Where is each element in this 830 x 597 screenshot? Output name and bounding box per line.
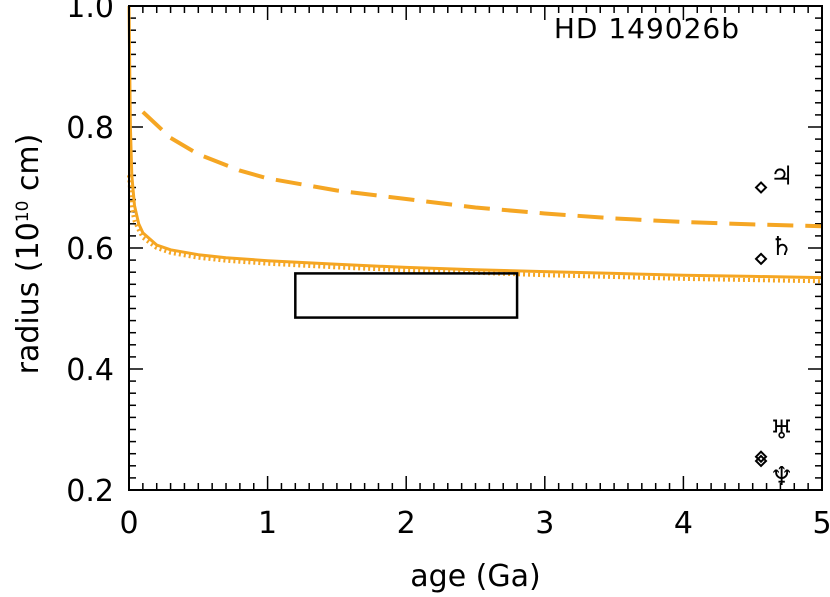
y-tick-label: 0.6 (66, 232, 114, 267)
series-line-dotted (127, 175, 823, 284)
y-axis-label-exponent: 10 (13, 201, 33, 223)
x-tick-label: 0 (119, 506, 138, 541)
model-curves (127, 5, 823, 284)
y-axis-label: radius (1010 cm) (11, 134, 46, 375)
plot-frame (128, 5, 823, 491)
planet-symbol-uranus: ♅ (770, 416, 793, 446)
chart-title: HD 149026b (554, 12, 740, 45)
planet-symbol-neptune: ♆ (770, 462, 793, 492)
planet-marker-jupiter (754, 181, 768, 194)
planet-marker-neptune (754, 454, 768, 468)
planet-marker-uranus (754, 450, 768, 464)
planet-symbol-jupiter: ♃ (770, 162, 793, 192)
planet-marker-saturn (754, 252, 768, 266)
series-line-solid (127, 5, 823, 280)
y-tick-label: 0.4 (66, 353, 114, 388)
x-axis-label: age (Ga) (410, 559, 540, 594)
x-tick-label: 3 (535, 506, 554, 541)
tick-labels: 0 1 2 3 4 5 0.2 0.4 0.6 0.8 1.0 (66, 0, 830, 541)
axis-ticks (128, 5, 823, 491)
x-tick-label: 4 (674, 506, 693, 541)
y-tick-label: 0.2 (66, 474, 114, 509)
observation-box-group (294, 272, 519, 319)
planet-symbol-saturn: ♄ (770, 232, 793, 262)
x-tick-label: 1 (258, 506, 277, 541)
y-axis-label-main: radius (10 (11, 222, 46, 374)
y-tick-label: 1.0 (66, 0, 114, 25)
series-line-dashed (141, 110, 823, 229)
solar-system-planets: ♃ ♄ ♅ ♆ (754, 162, 793, 492)
y-tick-label: 0.8 (66, 111, 114, 146)
observation-box (294, 272, 519, 319)
y-axis-label-tail: cm) (11, 134, 46, 201)
x-tick-label: 5 (812, 506, 830, 541)
x-tick-label: 2 (397, 506, 416, 541)
